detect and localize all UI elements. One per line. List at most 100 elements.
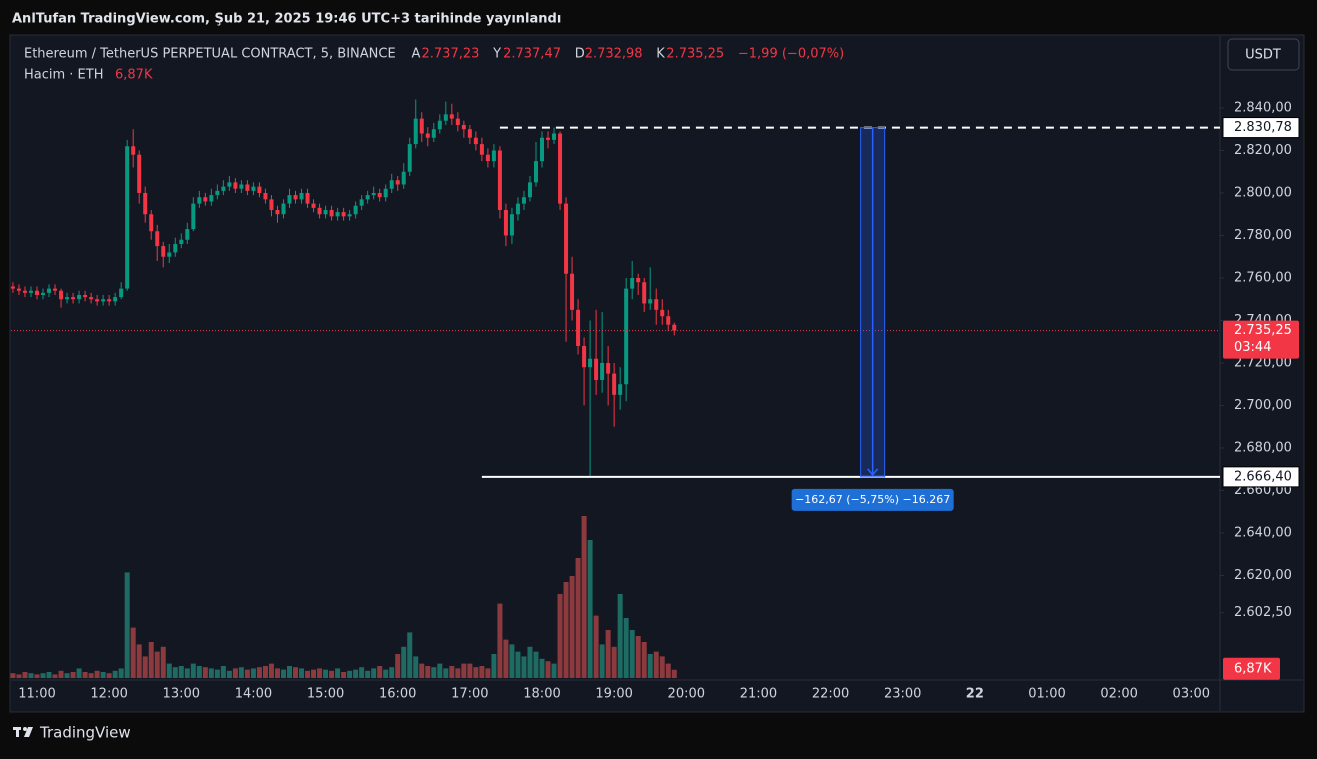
legend-value: 2.732,98 (585, 47, 643, 62)
volume-bar (106, 673, 112, 678)
volume-bar (539, 658, 545, 678)
volume-bar (40, 673, 46, 678)
volume-bar (647, 654, 653, 678)
candle-body (521, 197, 526, 204)
legend-key: A (412, 47, 421, 62)
volume-bar (58, 670, 64, 678)
candle-body (407, 144, 412, 172)
candle-body (77, 294, 82, 300)
currency[interactable]: USDT (1245, 48, 1281, 63)
currency-button[interactable] (1227, 38, 1300, 71)
volume-bar (160, 646, 166, 678)
volume-bar (317, 668, 323, 678)
volume-bar (238, 667, 244, 678)
candle-body (383, 188, 388, 198)
candle-body (618, 384, 623, 395)
candle-body (233, 182, 238, 189)
volume-bar (557, 594, 563, 678)
candle-body (173, 243, 178, 253)
candle-body (245, 184, 250, 191)
candle-body (630, 277, 635, 289)
candle-body (570, 273, 575, 310)
volume-bar (629, 630, 635, 678)
volume-bar (533, 651, 539, 678)
volume-bar (455, 668, 461, 678)
candle-body (149, 214, 154, 232)
y-tick-label: 2.840,00 (1234, 100, 1292, 115)
x-tick-label: 01:00 (1028, 687, 1065, 702)
candle-body (10, 286, 15, 289)
volume-bar (82, 672, 88, 678)
volume-bar (94, 670, 100, 678)
volume-bar (70, 672, 76, 678)
volume-bar (611, 646, 617, 678)
candle-body (437, 120, 442, 130)
volume-bar (653, 651, 659, 678)
candle-body (642, 282, 647, 304)
candle-body (263, 192, 268, 200)
volume-bar (407, 632, 413, 678)
candle-body (83, 294, 88, 298)
candle-body (648, 299, 653, 304)
candle-body (71, 297, 76, 300)
candle-body (53, 288, 58, 291)
volume-bar (365, 670, 371, 678)
volume-bar (305, 670, 311, 678)
volume-bar (575, 558, 581, 678)
candle-body (197, 197, 202, 204)
candle-body (401, 171, 406, 185)
volume-bar (280, 669, 286, 678)
volume-bar (401, 646, 407, 678)
candle-body (119, 288, 124, 298)
volume-bar (148, 642, 154, 678)
legend-value: 2.735,25 (666, 47, 724, 62)
volume-bar (178, 666, 184, 678)
candle-body (473, 137, 478, 145)
volume-bar (172, 667, 178, 678)
volume-bar (431, 667, 437, 678)
measure-label-box (791, 488, 954, 511)
candle-body (311, 203, 316, 208)
volume-bar (503, 639, 509, 678)
footer-logo (13, 727, 33, 737)
measure-label: −162,67 (−5,75%) −16.267 (795, 493, 950, 506)
volume-bar (353, 669, 359, 678)
volume-bar (10, 673, 16, 678)
candle-body (299, 192, 304, 200)
y-tick-label: 2.640,00 (1234, 525, 1292, 540)
candle-body (576, 309, 581, 346)
volume-bar (497, 603, 503, 678)
volume-bar (641, 642, 647, 678)
volume-bar (461, 663, 467, 678)
legend-key: Y (492, 47, 501, 62)
candles (10, 99, 677, 678)
volume-bar (256, 667, 262, 678)
volume-bar (244, 669, 250, 678)
volume-bar (569, 576, 575, 678)
candle-body (419, 118, 424, 134)
candle-body (95, 299, 100, 302)
candle-body (22, 290, 27, 293)
volume-bar (214, 669, 220, 678)
horizontal-line-label: 2.666,40 (1234, 469, 1292, 484)
volume-bar (28, 673, 34, 678)
candle-body (227, 182, 232, 187)
candle-body (533, 161, 538, 183)
chart-title: Ethereum / TetherUS PERPETUAL CONTRACT, … (24, 47, 396, 62)
volume-bar (136, 644, 142, 678)
candle-body (41, 292, 46, 295)
candle-body (287, 195, 292, 204)
volume-title: Hacim · ETH (24, 68, 104, 83)
volume-bar (383, 669, 389, 678)
candle-body (113, 297, 118, 302)
footer: TradingView (39, 724, 131, 742)
x-tick-label: 17:00 (451, 687, 488, 702)
volume-bar (479, 666, 485, 678)
volume-bar (467, 663, 473, 678)
candle-body (221, 186, 226, 191)
volume-bar (130, 627, 136, 678)
x-tick-label: 23:00 (884, 687, 921, 702)
candle-body (335, 212, 340, 217)
volume-bar (521, 656, 527, 678)
countdown: 03:44 (1234, 340, 1271, 355)
